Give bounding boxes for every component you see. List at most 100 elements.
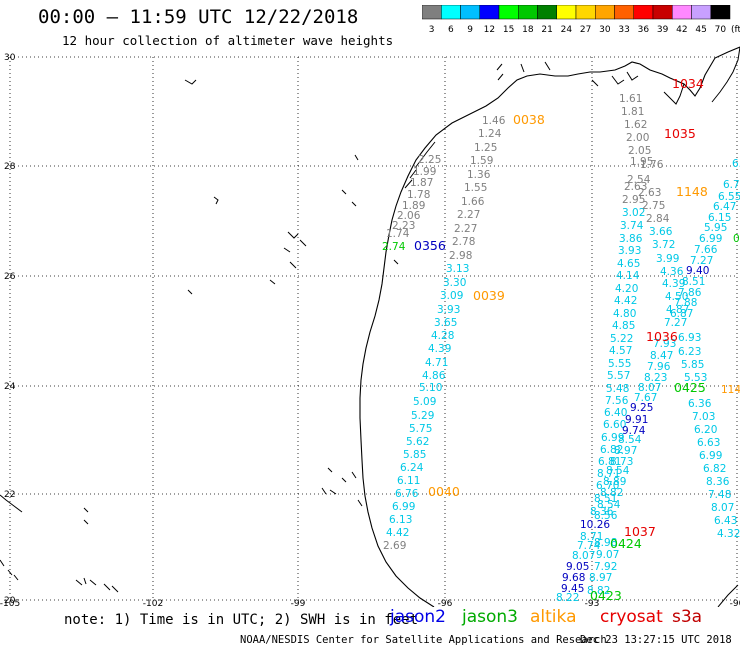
wave-height-label: 2.98 — [449, 250, 472, 262]
wave-height-label: 5.57 — [607, 370, 630, 382]
wave-height-label: 8.56 — [594, 510, 618, 522]
color-scale-tick: 27 — [580, 25, 591, 35]
wave-height-label: 7.92 — [594, 561, 617, 573]
wave-height-label: 4.86 — [422, 370, 446, 382]
map-title: 00:00 – 11:59 UTC 12/22/2018 — [38, 6, 359, 28]
wave-height-label: 2.00 — [626, 132, 649, 144]
wave-height-label: 4.42 — [386, 527, 409, 539]
wave-height-label: 4.36 — [660, 266, 684, 278]
pass-time-label: 1037 — [624, 524, 656, 539]
color-scale-tick: 30 — [599, 25, 611, 35]
color-scale-tick: 36 — [638, 25, 650, 35]
satellite-legend-jason2: jason2 — [390, 607, 446, 627]
wave-height-label: 5.62 — [406, 436, 429, 448]
wave-height-label: 6.11 — [397, 475, 420, 487]
pass-time-label: 0356 — [414, 238, 446, 253]
wave-height-label: 3.74 — [620, 220, 644, 232]
wave-height-label: 1.89 — [402, 200, 425, 212]
wave-height-label: 6.99 — [699, 450, 722, 462]
pass-time-label: 1148 — [676, 184, 708, 199]
wave-height-label: 3.66 — [649, 226, 673, 238]
wave-height-label: 1.55 — [464, 182, 487, 194]
wave-height-label: 3.30 — [443, 277, 466, 289]
wave-height-label: 1.66 — [461, 196, 485, 208]
wave-height-label: 5.48 — [606, 383, 629, 395]
wave-height-label: 4.57 — [609, 345, 632, 357]
wave-height-label: 8.54 — [618, 434, 642, 446]
mississippi-delta — [591, 71, 685, 105]
wave-height-label: 1.25 — [474, 142, 497, 154]
wave-height-label: 9.25 — [630, 402, 653, 414]
wave-height-label: 2.74 — [382, 241, 406, 253]
pass-time-label: 0424 — [610, 536, 642, 551]
wave-height-label: 1.95 — [630, 156, 653, 168]
wave-height-label: 1.81 — [621, 106, 644, 118]
latitude-tick-label: 26 — [4, 272, 16, 282]
color-swatch — [710, 5, 731, 20]
lat-lon-grid — [9, 56, 738, 601]
wave-height-label: 7.48 — [708, 489, 731, 501]
longitude-tick-label: -102 — [143, 599, 163, 607]
wave-height-label: 8.82 — [587, 585, 610, 597]
wave-height-label: 7.67 — [634, 392, 657, 404]
wave-height-label: 6.7 — [723, 179, 740, 191]
wave-height-label: 5.85 — [681, 359, 704, 371]
units-note: note: 1) Time is in UTC; 2) SWH is in fe… — [64, 612, 419, 628]
wave-height-label: 8.71 — [580, 531, 603, 543]
wave-height-label: 9.68 — [562, 572, 585, 584]
wave-height-label: 8.54 — [606, 465, 630, 477]
wave-height-label: 7.88 — [674, 297, 697, 309]
wave-height-label: 7.27 — [664, 317, 687, 329]
satellite-legend-cryosat: cryosat — [600, 607, 663, 627]
satellite-legend-s3a: s3a — [672, 607, 703, 627]
wave-height-label: 6.99 — [699, 233, 722, 245]
wave-height-label: 2.75 — [642, 200, 665, 212]
wave-height-label: 6.9 — [732, 158, 740, 170]
wave-height-label: 6.70 — [596, 480, 619, 492]
wave-height-label: 2.27 — [457, 209, 480, 221]
pass-time-label: 0038 — [513, 112, 545, 127]
wave-height-label: 1.62 — [624, 119, 647, 131]
wave-height-label: 3.72 — [652, 239, 675, 251]
wave-height-label: 2.27 — [454, 223, 477, 235]
latitude-labels: 30 28 26 24 22 20 — [4, 53, 16, 606]
wave-height-label: 2.54 — [627, 174, 651, 186]
inland-lakes — [184, 79, 399, 507]
wave-height-label: 8.36 — [706, 476, 730, 488]
color-scale-unit: (ft) — [731, 25, 740, 35]
wave-height-label: 8.89 — [603, 476, 626, 488]
longitude-tick-label: -105 — [0, 599, 20, 607]
wave-height-label: 6.81 — [598, 456, 621, 468]
wave-height-label: 6.82 — [703, 463, 726, 475]
wave-height-label: 5.53 — [684, 372, 707, 384]
wave-height-label: 6.47 — [713, 201, 736, 213]
wave-height-label: 6.36 — [688, 398, 712, 410]
wave-height-label: 2.78 — [452, 236, 475, 248]
wave-height-label: 6.23 — [678, 346, 701, 358]
wave-height-label: 4.20 — [615, 283, 638, 295]
wave-height-label: 6.55 — [718, 191, 740, 203]
wave-height-label: 6.15 — [708, 212, 731, 224]
wave-height-label: 8.98 — [594, 537, 617, 549]
wave-height-label: 6.20 — [694, 424, 717, 436]
wave-height-label: 2.69 — [383, 540, 406, 552]
wave-height-label: 4.39 — [662, 278, 685, 290]
color-scale-tick: 15 — [503, 25, 514, 35]
wave-height-label: 5.55 — [608, 358, 631, 370]
wave-height-label: 6.43 — [714, 515, 737, 527]
wave-height-label: 6.63 — [697, 437, 720, 449]
longitude-tick-label: -93 — [585, 599, 600, 607]
wave-height-label: 3.99 — [656, 253, 679, 265]
baja-coast — [0, 494, 89, 567]
wave-height-label: 8.51 — [594, 493, 617, 505]
wave-height-label: 5.85 — [403, 449, 426, 461]
wave-height-label: 7.86 — [678, 287, 702, 299]
wave-height-label: 1.36 — [467, 169, 491, 181]
wave-height-label: 4.87 — [666, 304, 689, 316]
wave-height-label: 1.87 — [410, 177, 433, 189]
florida-coast — [711, 46, 740, 103]
cuba-fragment — [717, 584, 739, 607]
wave-height-label: 2.63 — [638, 187, 661, 199]
wave-height-label: 7.03 — [692, 411, 715, 423]
